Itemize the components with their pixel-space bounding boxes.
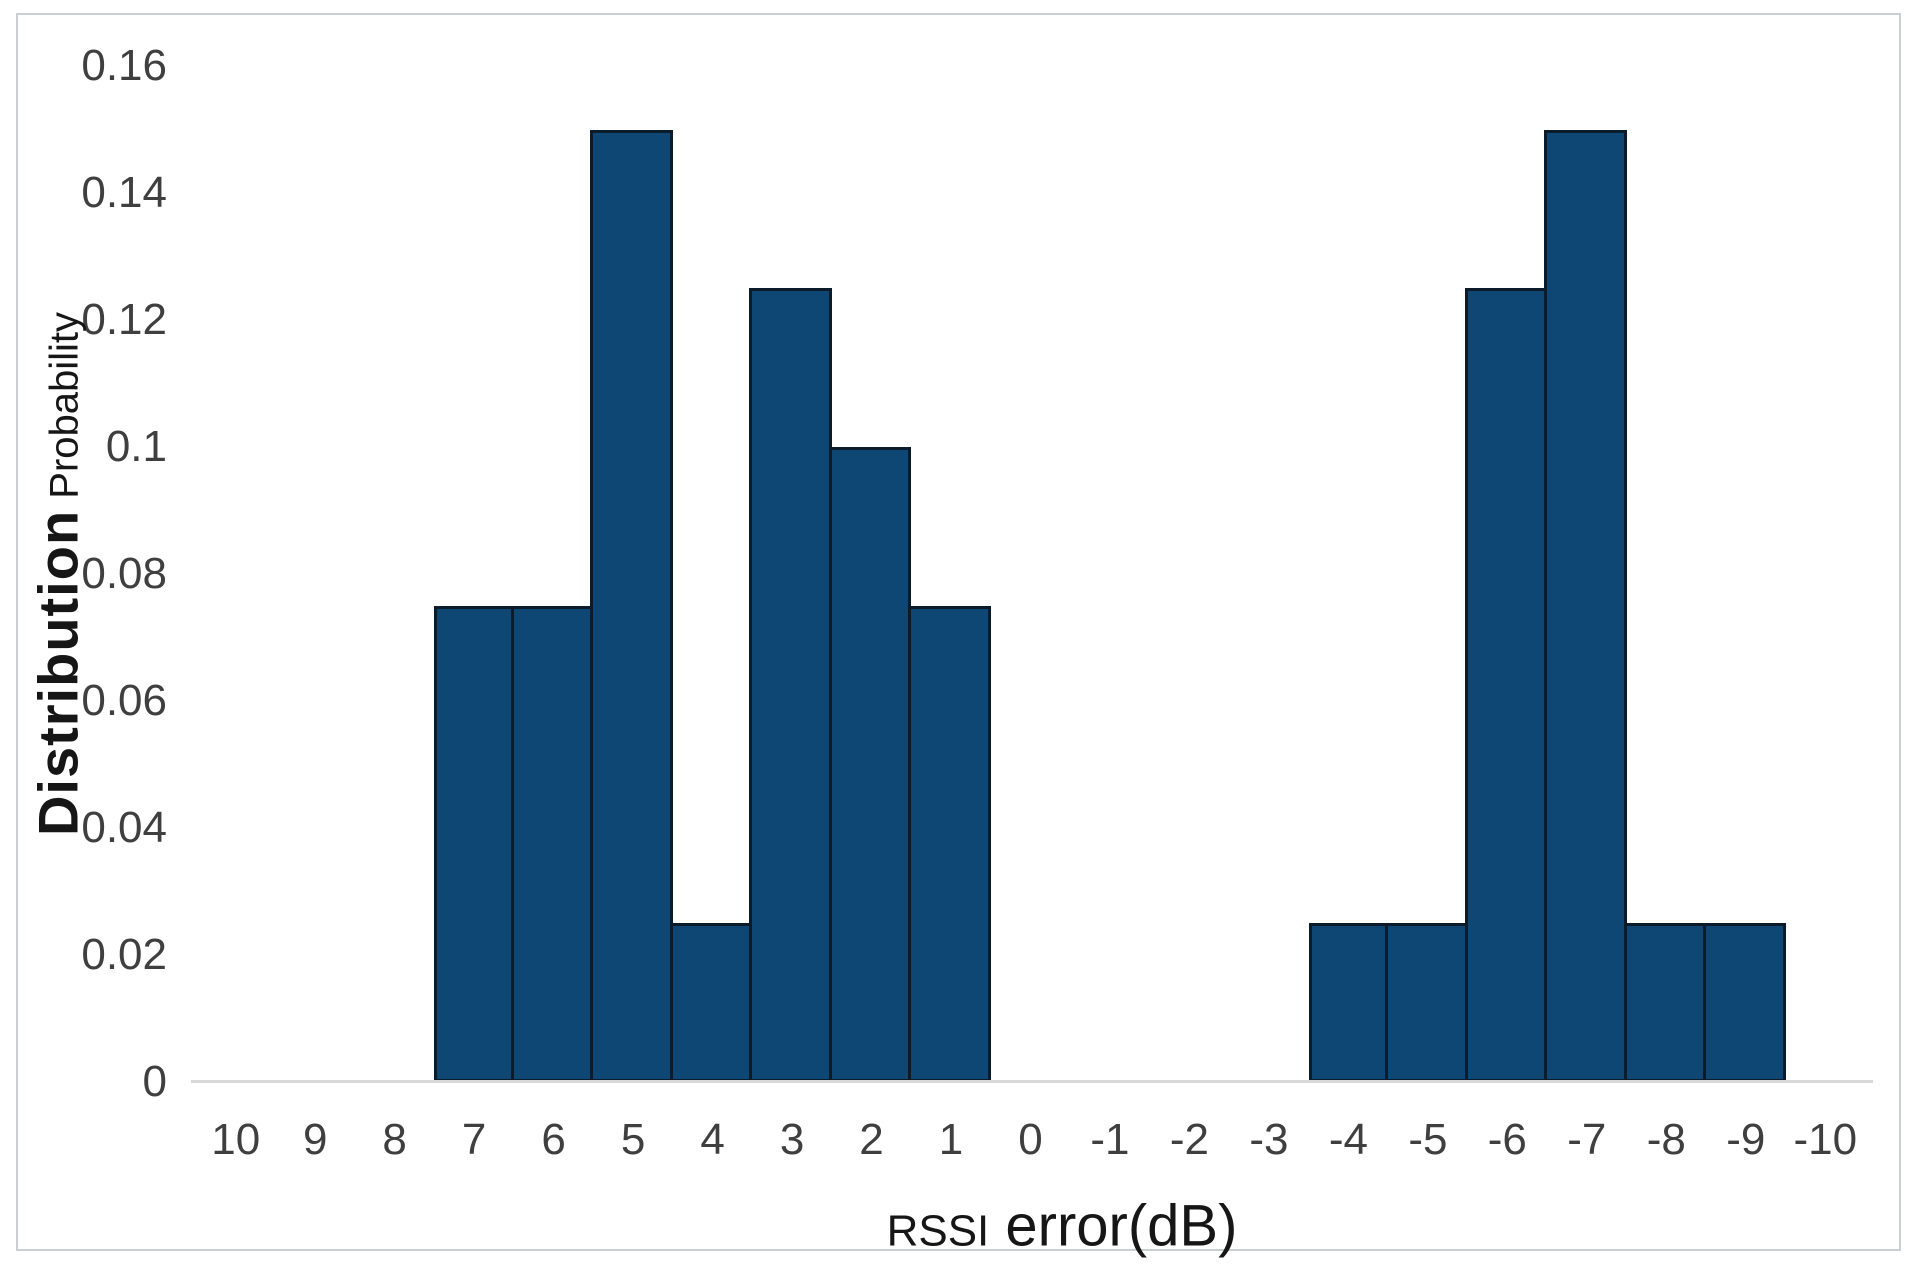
y-axis-tick-labels: 0 0.02 0.04 0.06 0.08 0.1 0.12 0.14 0.16 — [20, 0, 167, 1269]
bar-7 — [434, 605, 514, 1082]
x-tick-label--3: -3 — [1249, 1115, 1289, 1164]
x-tick-label-0: 0 — [1018, 1115, 1043, 1164]
x-tick-label-3: 3 — [779, 1115, 805, 1164]
x-tick-label-6: 6 — [541, 1115, 566, 1164]
bar--9 — [1703, 923, 1786, 1082]
bar--6 — [1464, 288, 1548, 1082]
x-tick-label-7: 7 — [461, 1115, 487, 1164]
y-axis-title-word-probability: Probability — [42, 311, 87, 510]
bar-2 — [828, 447, 912, 1082]
y-tick-label-0.04: 0.04 — [81, 803, 167, 852]
y-tick-label-0: 0 — [142, 1057, 167, 1106]
x-tick-label--4: -4 — [1328, 1115, 1368, 1164]
x-tick-label--9: -9 — [1726, 1115, 1766, 1164]
x-axis-line — [191, 1080, 1873, 1083]
x-tick-label--8: -8 — [1646, 1115, 1686, 1164]
x-axis-tick-labels: 10 9 8 7 6 5 4 3 2 1 0 -1 -2 -3 -4 -5 -6 -7 -8 -9 -10 — [196, 1112, 1865, 1168]
bar--7 — [1544, 129, 1627, 1082]
x-tick-label--7: -7 — [1567, 1115, 1607, 1164]
bar-6 — [510, 605, 594, 1082]
bar--4 — [1308, 923, 1389, 1082]
y-tick-label-0.1: 0.1 — [105, 422, 167, 471]
y-tick-label-0.08: 0.08 — [81, 549, 167, 598]
x-tick-label--1: -1 — [1090, 1115, 1130, 1164]
x-axis-title-word-rssi: RSSI — [886, 1206, 990, 1256]
x-tick-label-1: 1 — [938, 1115, 964, 1164]
x-tick-label-8: 8 — [382, 1115, 407, 1164]
bar--8 — [1623, 923, 1707, 1082]
y-tick-label-0.16: 0.16 — [81, 41, 167, 90]
bar-4 — [669, 923, 753, 1082]
bar-3 — [749, 288, 832, 1082]
y-axis-title-word-distribution: Distribution — [26, 509, 90, 837]
bar-1 — [908, 605, 991, 1082]
bar-5 — [590, 129, 673, 1082]
x-tick-label--10: -10 — [1793, 1115, 1858, 1164]
y-tick-label-0.12: 0.12 — [81, 295, 167, 344]
y-tick-label-0.06: 0.06 — [81, 676, 167, 725]
x-tick-label-10: 10 — [211, 1115, 261, 1164]
x-axis-title-word-error-db: error(dB) — [989, 1193, 1238, 1259]
x-tick-label--2: -2 — [1169, 1115, 1209, 1164]
x-tick-label-2: 2 — [859, 1115, 884, 1164]
x-tick-label--5: -5 — [1408, 1115, 1448, 1164]
y-tick-label-0.14: 0.14 — [81, 168, 167, 217]
x-axis-title: RSSI error(dB) — [887, 1193, 1238, 1260]
bar--5 — [1385, 923, 1468, 1082]
x-tick-label-5: 5 — [620, 1115, 646, 1164]
x-tick-label--6: -6 — [1487, 1115, 1527, 1164]
y-tick-label-0.02: 0.02 — [81, 930, 167, 979]
plot-area — [196, 66, 1865, 1082]
x-tick-label-9: 9 — [302, 1115, 328, 1164]
x-tick-label-4: 4 — [700, 1115, 725, 1164]
y-axis-title: Distribution Probability — [26, 312, 91, 836]
